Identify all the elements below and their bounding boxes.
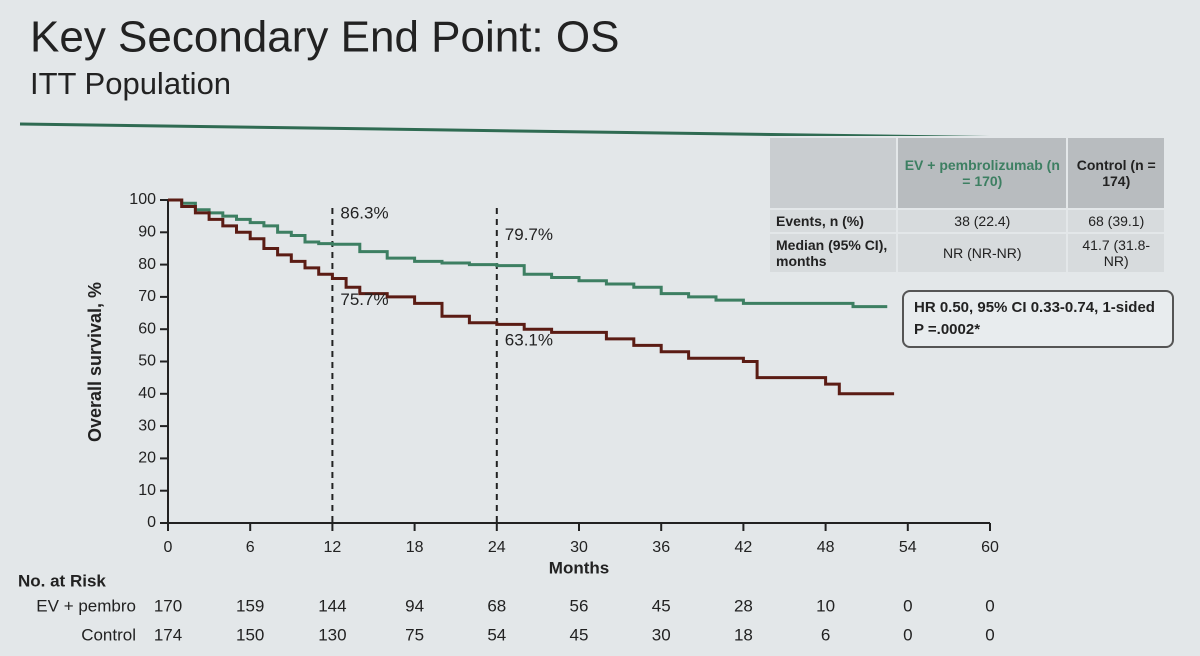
x-axis-label: Months	[549, 558, 609, 577]
cell: 41.7 (31.8-NR)	[1066, 232, 1166, 274]
x-tick-label: 30	[570, 539, 588, 556]
row-label: Median (95% CI), months	[767, 232, 899, 274]
y-tick-label: 50	[138, 353, 156, 370]
cell: 38 (22.4)	[896, 208, 1069, 234]
cell: 68 (39.1)	[1066, 208, 1166, 234]
y-tick-label: 70	[138, 288, 156, 305]
risk-count: 144	[318, 596, 346, 615]
risk-count: 0	[985, 625, 994, 644]
risk-count: 28	[734, 596, 753, 615]
annotation: 63.1%	[505, 331, 553, 350]
x-tick-label: 12	[324, 539, 342, 556]
survival-curve	[168, 198, 895, 396]
annotation: 86.3%	[340, 204, 388, 223]
risk-count: 130	[318, 625, 346, 644]
x-tick-label: 42	[735, 539, 753, 556]
annotation: 75.7%	[340, 290, 388, 309]
y-axis-label: Overall survival, %	[85, 282, 105, 442]
x-tick-label: 6	[246, 539, 255, 556]
risk-count: 18	[734, 625, 753, 644]
chart-title: Key Secondary End Point: OS	[30, 13, 619, 62]
header-cell: Control (n = 174)	[1066, 136, 1166, 210]
summary-table: EV + pembrolizumab (n = 170) Control (n …	[767, 136, 1166, 274]
cell: NR (NR-NR)	[896, 232, 1069, 274]
risk-row-label: EV + pembro	[36, 596, 136, 615]
x-tick-label: 18	[406, 539, 424, 556]
risk-count: 10	[816, 596, 835, 615]
risk-count: 68	[487, 596, 506, 615]
x-tick-label: 48	[817, 539, 835, 556]
survival-curve	[168, 198, 888, 309]
y-tick-label: 100	[129, 191, 156, 208]
risk-count: 56	[570, 596, 589, 615]
y-tick-label: 0	[147, 514, 156, 531]
risk-row-label: Control	[81, 625, 136, 644]
x-tick-label: 0	[164, 539, 173, 556]
row-label: Events, n (%)	[767, 208, 899, 234]
y-tick-label: 10	[138, 482, 156, 499]
risk-count: 174	[154, 625, 182, 644]
annotation: 79.7%	[505, 225, 553, 244]
risk-count: 170	[154, 596, 182, 615]
risk-count: 30	[652, 625, 671, 644]
header-blank	[767, 136, 899, 210]
x-tick-label: 54	[899, 539, 917, 556]
risk-count: 0	[985, 596, 994, 615]
y-tick-label: 30	[138, 417, 156, 434]
risk-count: 0	[903, 596, 912, 615]
x-tick-label: 24	[488, 539, 506, 556]
risk-count: 45	[652, 596, 671, 615]
x-tick-label: 36	[652, 539, 670, 556]
y-tick-label: 90	[138, 224, 156, 241]
x-tick-label: 60	[981, 539, 999, 556]
y-tick-label: 80	[138, 256, 156, 273]
risk-table-title: No. at Risk	[18, 571, 106, 590]
risk-count: 150	[236, 625, 264, 644]
hazard-ratio-box: HR 0.50, 95% CI 0.33-0.74, 1-sided P =.0…	[902, 290, 1174, 348]
header-cell: EV + pembrolizumab (n = 170)	[896, 136, 1069, 210]
risk-count: 75	[405, 625, 424, 644]
risk-count: 45	[570, 625, 589, 644]
y-tick-label: 60	[138, 320, 156, 337]
y-tick-label: 20	[138, 450, 156, 467]
chart-subtitle: ITT Population	[30, 66, 231, 101]
risk-count: 94	[405, 596, 424, 615]
risk-count: 0	[903, 625, 912, 644]
risk-count: 159	[236, 596, 264, 615]
risk-count: 54	[487, 625, 506, 644]
risk-count: 6	[821, 625, 830, 644]
y-tick-label: 40	[138, 385, 156, 402]
